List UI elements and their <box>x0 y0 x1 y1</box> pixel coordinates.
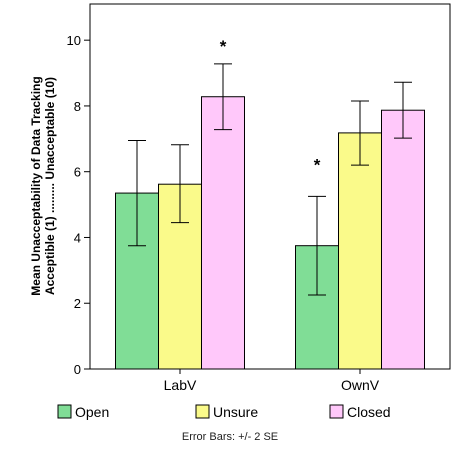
bar-ownv-unsure <box>338 132 382 370</box>
significance-star: * <box>314 156 321 175</box>
footnote: Error Bars: +/- 2 SE <box>182 431 278 443</box>
y-tick-label: 2 <box>74 296 81 311</box>
bar-labv-closed <box>201 96 245 370</box>
legend-label-unsure: Unsure <box>213 404 258 420</box>
x-tick-label-ownv: OwnV <box>341 377 380 393</box>
y-tick-label: 4 <box>74 230 81 245</box>
significance-star: * <box>220 37 227 56</box>
y-tick-label: 10 <box>67 33 81 48</box>
annotations: ** <box>220 37 321 174</box>
legend-label-closed: Closed <box>347 404 391 420</box>
y-axis: 0 2 4 6 8 10 <box>67 33 90 377</box>
y-tick-label: 0 <box>74 362 81 377</box>
bar-ownv-closed <box>381 109 425 370</box>
legend: Open Unsure Closed <box>57 404 391 420</box>
y-axis-label-line-2: Acceptible (1) ......... Unacceptable (1… <box>43 77 57 295</box>
x-axis: LabV OwnV <box>164 369 380 393</box>
legend-swatch-closed <box>329 404 344 419</box>
error-bars <box>128 63 412 296</box>
legend-swatch-unsure <box>195 404 210 419</box>
legend-label-open: Open <box>75 404 109 420</box>
x-tick-label-labv: LabV <box>164 377 197 393</box>
y-tick-label: 6 <box>74 165 81 180</box>
y-tick-label: 8 <box>74 99 81 114</box>
y-axis-label-line-1: Mean Unacceptability of Data Tracking <box>29 76 43 295</box>
legend-swatch-open <box>57 404 72 419</box>
